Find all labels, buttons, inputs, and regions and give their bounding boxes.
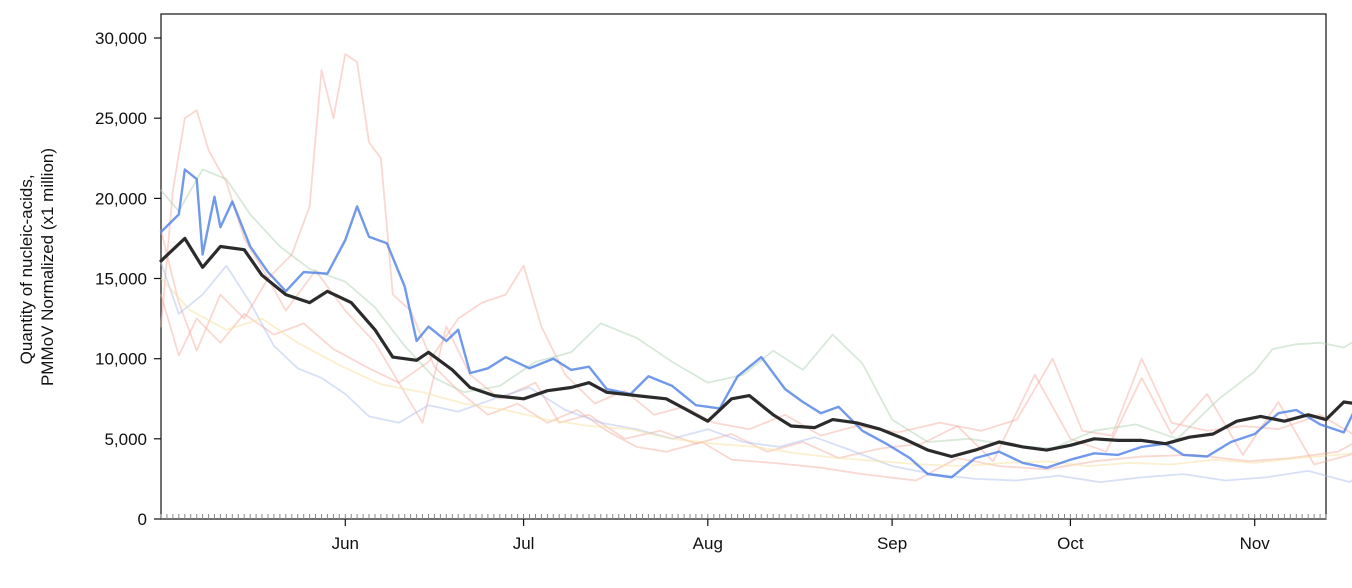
- series-line-7: [160, 261, 1352, 483]
- y-axis-title: Quantity of nucleic-acids, PMMoV Normali…: [17, 148, 57, 386]
- x-tick-label: Sep: [877, 534, 907, 553]
- y-axis-title-line-2: PMMoV Normalized (x1 million): [38, 148, 57, 386]
- y-tick-label: 15,000: [95, 270, 147, 289]
- x-minor-ticks: [160, 514, 1327, 519]
- y-tick-label: 0: [138, 510, 147, 529]
- series-line-5: [160, 264, 1352, 437]
- series-line-8: [160, 277, 1352, 467]
- y-tick-label: 20,000: [95, 189, 147, 208]
- y-tick-label: 10,000: [95, 350, 147, 369]
- y-axis-title-line-1: Quantity of nucleic-acids,: [17, 174, 36, 364]
- series-line-3: [160, 53, 1352, 482]
- x-tick-label: Aug: [693, 534, 723, 553]
- x-tick-label: Oct: [1057, 534, 1084, 553]
- series-line-6: [160, 168, 1352, 450]
- x-tick-label: Jul: [513, 534, 535, 553]
- series-line-4: [160, 229, 1352, 466]
- y-axis: 0 5,000 10,000 15,000 20,000 25,000 30,000: [95, 29, 161, 529]
- series-line-2: [159, 168, 1352, 479]
- y-tick-label: 5,000: [104, 430, 147, 449]
- x-tick-label: Nov: [1240, 534, 1271, 553]
- y-tick-label: 25,000: [95, 109, 147, 128]
- x-tick-label: Jun: [332, 534, 359, 553]
- series-line-1: [159, 236, 1352, 459]
- x-axis: Jun Jul Aug Sep Oct Nov: [332, 519, 1271, 553]
- y-tick-label: 30,000: [95, 29, 147, 48]
- series-layer: [159, 53, 1352, 483]
